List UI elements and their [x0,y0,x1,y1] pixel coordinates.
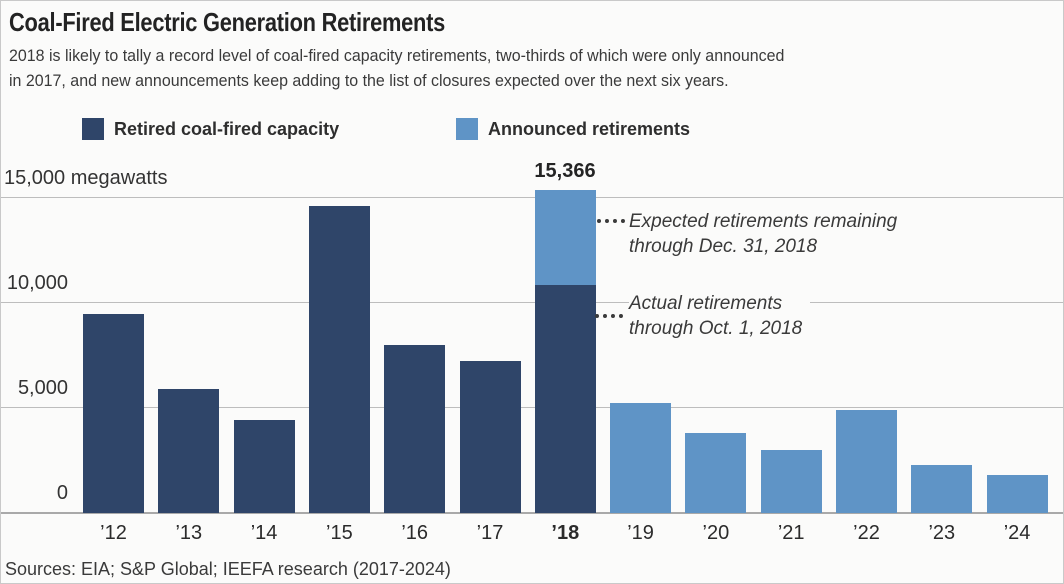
bar-retired-14 [233,419,295,513]
legend-swatch-retired [82,118,104,140]
legend-label-announced: Announced retirements [488,118,691,139]
y-axis-label-15000: 15,000 megawatts [4,167,168,189]
gridline-15000 [1,197,1063,198]
legend-item-retired: Retired coal-fired capacity [82,117,339,141]
x-axis-label-13: ’13 [175,522,203,544]
bar-announced-19 [610,402,672,513]
gridline-5000 [1,407,1063,408]
annotation-expected-line-2: through Dec. 31, 2018 [629,236,818,257]
annotation-actual-line-2: through Oct. 1, 2018 [629,318,803,339]
x-axis-line [1,512,1063,514]
x-axis-label-15: ’15 [326,522,353,544]
y-axis-label-10000: 10,000 [6,272,68,294]
annotation-expected-line-1: Expected retirements remaining [629,211,898,232]
peak-value-label: 15,366 [534,160,596,182]
x-axis-label-14: ’14 [250,522,278,544]
x-axis-label-23: ’23 [928,522,956,544]
bar-retired-17 [459,360,521,513]
leader-dots-actual [595,314,623,318]
bar-retired-13 [158,389,220,513]
annotation-expected-retirements: Expected retirements remaining through D… [629,209,906,259]
x-axis-label-21: ’21 [777,522,805,544]
leader-dots-expected [597,219,625,223]
legend-label-retired: Retired coal-fired capacity [114,118,340,139]
legend-item-announced: Announced retirements [456,117,690,141]
x-axis-label-17: ’17 [476,522,504,544]
y-axis-label-5000: 5,000 [17,377,68,399]
source-note: Sources: EIA; S&P Global; IEEFA research… [5,559,451,579]
bar-announced-18 [534,190,596,286]
bar-announced-22 [836,410,897,513]
x-axis-label-12: ’12 [100,522,127,544]
x-axis-label-16: ’16 [401,522,429,544]
bar-announced-23 [911,464,973,513]
subtitle-line-2: in 2017, and new announcements keep addi… [9,71,729,90]
gridline-10000 [1,302,1063,303]
chart-subtitle: 2018 is likely to tally a record level o… [9,43,784,93]
subtitle-line-1: 2018 is likely to tally a record level o… [9,46,785,65]
annotation-actual-retirements: Actual retirements through Oct. 1, 2018 [629,291,811,341]
bar-announced-20 [685,433,747,513]
annotation-actual-line-1: Actual retirements [629,293,783,314]
bar-retired-15 [308,206,370,513]
bar-retired-16 [384,345,446,513]
bar-announced-21 [760,450,822,513]
bar-retired-18 [534,285,596,513]
y-axis-label-0: 0 [56,482,68,504]
legend-swatch-announced [456,118,478,140]
x-axis-label-18: ’18 [551,522,580,544]
chart-title: Coal-Fired Electric Generation Retiremen… [9,7,446,37]
x-axis-label-22: ’22 [853,522,880,544]
bar-retired-12 [83,313,144,513]
x-axis-label-19: ’19 [627,522,654,544]
bar-announced-24 [986,475,1048,513]
x-axis-label-20: ’20 [702,522,730,544]
x-axis-label-24: ’24 [1003,522,1031,544]
